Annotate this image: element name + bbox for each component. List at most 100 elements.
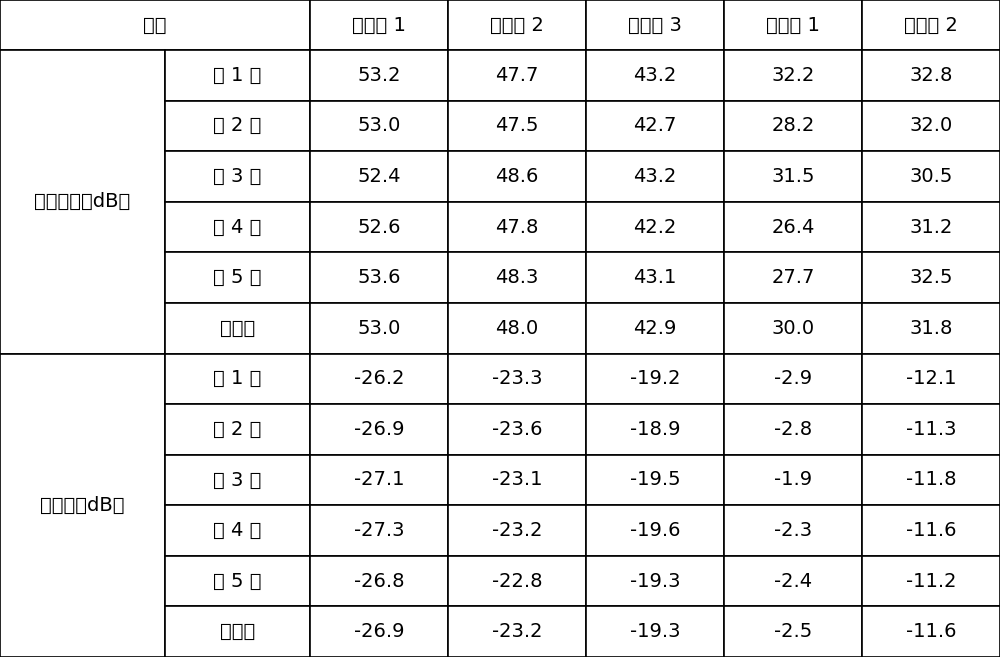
Bar xyxy=(310,252,448,303)
Bar xyxy=(165,252,310,303)
Text: 31.5: 31.5 xyxy=(771,167,815,186)
Text: 项目: 项目 xyxy=(143,16,167,35)
Bar xyxy=(862,50,1000,101)
Text: 48.3: 48.3 xyxy=(495,268,539,287)
Text: 43.2: 43.2 xyxy=(633,66,677,85)
Bar xyxy=(724,252,862,303)
Text: 26.4: 26.4 xyxy=(771,217,815,237)
Text: 52.4: 52.4 xyxy=(357,167,401,186)
Bar xyxy=(724,556,862,606)
Text: 屏蔽性能（dB）: 屏蔽性能（dB） xyxy=(34,193,131,212)
Bar xyxy=(862,505,1000,556)
Text: -1.9: -1.9 xyxy=(774,470,812,489)
Bar xyxy=(862,0,1000,50)
Bar xyxy=(724,303,862,353)
Text: 第 1 次: 第 1 次 xyxy=(213,369,262,388)
Bar xyxy=(165,505,310,556)
Bar xyxy=(165,303,310,353)
Text: 第 1 次: 第 1 次 xyxy=(213,66,262,85)
Text: 第 2 次: 第 2 次 xyxy=(213,116,262,135)
Bar xyxy=(862,353,1000,404)
Bar xyxy=(310,151,448,202)
Text: -23.3: -23.3 xyxy=(492,369,542,388)
Bar xyxy=(586,303,724,353)
Text: 28.2: 28.2 xyxy=(771,116,815,135)
Text: 第 4 次: 第 4 次 xyxy=(213,521,262,540)
Bar xyxy=(310,303,448,353)
Bar xyxy=(165,151,310,202)
Text: 47.5: 47.5 xyxy=(495,116,539,135)
Bar xyxy=(862,404,1000,455)
Text: 53.0: 53.0 xyxy=(357,319,401,338)
Bar xyxy=(586,101,724,151)
Text: 47.7: 47.7 xyxy=(495,66,539,85)
Text: 32.2: 32.2 xyxy=(771,66,815,85)
Bar xyxy=(724,151,862,202)
Text: 实施例 3: 实施例 3 xyxy=(628,16,682,35)
Text: -11.8: -11.8 xyxy=(906,470,956,489)
Bar xyxy=(862,455,1000,505)
Text: -23.6: -23.6 xyxy=(492,420,542,439)
Text: -23.1: -23.1 xyxy=(492,470,542,489)
Bar xyxy=(862,101,1000,151)
Bar xyxy=(724,101,862,151)
Text: 第 5 次: 第 5 次 xyxy=(213,268,262,287)
Bar xyxy=(310,606,448,657)
Text: -19.5: -19.5 xyxy=(630,470,680,489)
Text: 31.2: 31.2 xyxy=(909,217,953,237)
Text: 52.6: 52.6 xyxy=(357,217,401,237)
Text: -23.2: -23.2 xyxy=(492,521,542,540)
Bar xyxy=(165,202,310,252)
Bar xyxy=(448,101,586,151)
Text: 第 5 次: 第 5 次 xyxy=(213,572,262,591)
Text: 53.2: 53.2 xyxy=(357,66,401,85)
Bar xyxy=(448,606,586,657)
Text: 实施例 1: 实施例 1 xyxy=(352,16,406,35)
Bar xyxy=(724,455,862,505)
Bar xyxy=(448,353,586,404)
Bar xyxy=(310,0,448,50)
Bar xyxy=(586,505,724,556)
Bar xyxy=(0,50,165,353)
Bar xyxy=(586,455,724,505)
Text: 42.9: 42.9 xyxy=(633,319,677,338)
Text: -2.3: -2.3 xyxy=(774,521,812,540)
Bar xyxy=(310,202,448,252)
Bar xyxy=(586,0,724,50)
Text: 对比例 2: 对比例 2 xyxy=(904,16,958,35)
Bar xyxy=(0,353,165,657)
Text: -18.9: -18.9 xyxy=(630,420,680,439)
Text: 27.7: 27.7 xyxy=(771,268,815,287)
Bar xyxy=(862,202,1000,252)
Bar xyxy=(448,202,586,252)
Bar xyxy=(586,404,724,455)
Text: -26.9: -26.9 xyxy=(354,420,404,439)
Bar xyxy=(448,556,586,606)
Bar xyxy=(724,353,862,404)
Text: 实施例 2: 实施例 2 xyxy=(490,16,544,35)
Text: -19.3: -19.3 xyxy=(630,622,680,641)
Text: -2.9: -2.9 xyxy=(774,369,812,388)
Text: 第 4 次: 第 4 次 xyxy=(213,217,262,237)
Text: -26.2: -26.2 xyxy=(354,369,404,388)
Bar xyxy=(310,101,448,151)
Bar xyxy=(310,50,448,101)
Text: -26.8: -26.8 xyxy=(354,572,404,591)
Text: -19.2: -19.2 xyxy=(630,369,680,388)
Bar xyxy=(448,455,586,505)
Text: -23.2: -23.2 xyxy=(492,622,542,641)
Bar xyxy=(448,50,586,101)
Bar xyxy=(448,0,586,50)
Bar xyxy=(724,50,862,101)
Bar xyxy=(586,50,724,101)
Bar xyxy=(310,404,448,455)
Bar xyxy=(586,252,724,303)
Bar xyxy=(862,303,1000,353)
Bar xyxy=(165,101,310,151)
Bar xyxy=(448,252,586,303)
Bar xyxy=(310,556,448,606)
Text: 32.8: 32.8 xyxy=(909,66,953,85)
Text: -11.6: -11.6 xyxy=(906,521,956,540)
Text: 42.7: 42.7 xyxy=(633,116,677,135)
Bar xyxy=(586,606,724,657)
